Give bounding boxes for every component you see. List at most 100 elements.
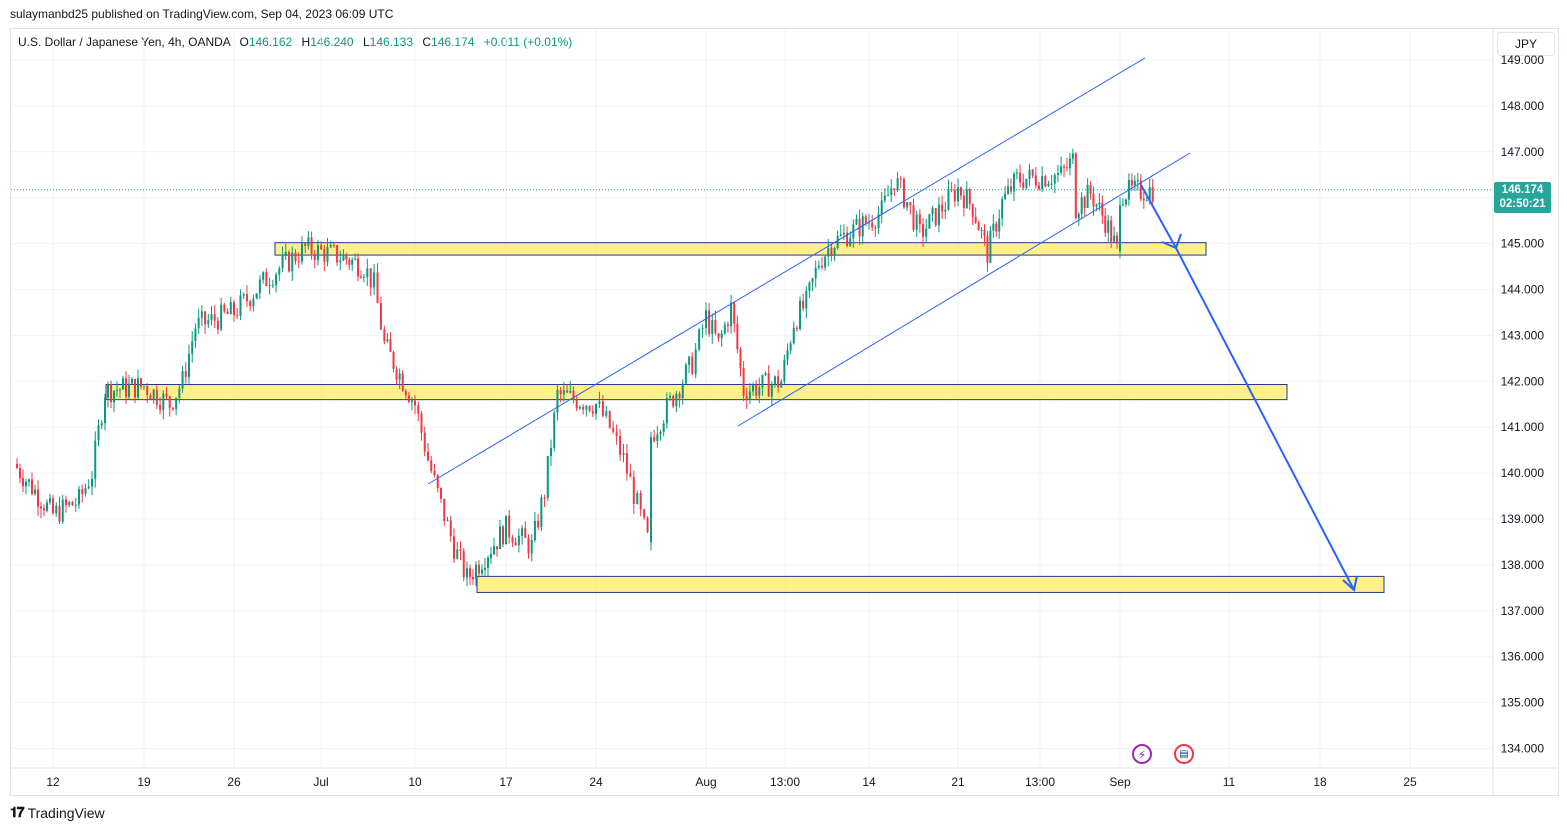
candle-body <box>730 302 733 327</box>
candle-body <box>213 314 216 321</box>
candle-body <box>871 222 874 228</box>
candle-body <box>191 341 194 354</box>
candle-body <box>799 300 802 329</box>
x-tick-label: 10 <box>408 775 422 789</box>
candle-body <box>711 319 714 335</box>
candle-body <box>1130 179 1133 186</box>
candle-body <box>481 569 483 574</box>
open-label: O <box>239 35 249 49</box>
candle-body <box>487 557 489 568</box>
x-tick-label: 13:00 <box>1025 775 1055 789</box>
candle-body <box>595 403 597 414</box>
candle-body <box>68 501 71 505</box>
candle-body <box>22 478 24 487</box>
candle-body <box>643 509 646 518</box>
candle-body <box>430 460 433 471</box>
candle-body <box>989 230 992 263</box>
x-tick-label: 19 <box>137 775 151 789</box>
candle-body <box>553 412 556 448</box>
candle-body <box>362 276 365 278</box>
candle-body <box>207 320 210 325</box>
candle-body <box>672 395 675 407</box>
candle-body <box>383 329 386 342</box>
candle-body <box>659 431 662 435</box>
candle-body <box>119 389 121 391</box>
candle-body <box>745 395 748 400</box>
candle-body <box>937 204 940 226</box>
candle-body <box>236 315 239 317</box>
candle-body <box>249 301 252 307</box>
candle-body <box>805 290 808 309</box>
candle-body <box>320 245 323 250</box>
candle-body <box>814 267 817 279</box>
candle-body <box>373 272 376 288</box>
candle-body <box>906 202 909 208</box>
candle-body <box>40 506 42 509</box>
candle-body <box>155 389 158 405</box>
candle-body <box>612 427 615 432</box>
candle-body <box>1012 173 1015 192</box>
candle-body <box>220 304 223 330</box>
candle-body <box>423 432 426 452</box>
candle-body <box>369 268 372 288</box>
candle-body <box>294 252 297 262</box>
candle-body <box>194 328 197 342</box>
candle-body <box>386 339 389 342</box>
channel-line <box>737 152 1191 427</box>
candle-body <box>226 311 229 315</box>
candle-body <box>1065 167 1068 169</box>
candle-body <box>995 223 998 232</box>
candle-body <box>78 489 80 505</box>
candle-body <box>178 388 181 398</box>
candle-body <box>233 301 235 316</box>
candle-body <box>113 390 115 403</box>
candle-body <box>1080 197 1083 215</box>
projection-line <box>1140 184 1177 249</box>
candle-body <box>974 216 977 223</box>
candle-body <box>726 324 729 327</box>
candle-body <box>887 195 890 197</box>
candle-body <box>605 411 608 416</box>
candle-body <box>210 314 213 321</box>
bar-countdown: 02:50:21 <box>1499 198 1546 210</box>
tradingview-brand[interactable]: 𝟏𝟕 TradingView <box>10 804 105 821</box>
candle-body <box>780 381 783 388</box>
candle-body <box>271 285 274 287</box>
candle-body <box>462 550 465 578</box>
candle-body <box>339 260 342 263</box>
us-flag-icon[interactable]: ▤ <box>1174 744 1194 764</box>
candle-body <box>304 243 307 247</box>
candle-body <box>701 328 704 330</box>
candle-body <box>585 405 588 410</box>
candle-body <box>723 324 726 334</box>
candle-body <box>761 374 764 388</box>
candle-body <box>562 390 565 395</box>
x-tick-label: 18 <box>1313 775 1327 789</box>
candle-body <box>137 378 139 398</box>
candle-body <box>608 411 611 428</box>
candle-body <box>493 546 495 555</box>
currency-button[interactable]: JPY <box>1497 32 1555 56</box>
candle-body <box>559 389 562 395</box>
candle-body <box>909 202 912 206</box>
candle-body <box>575 399 578 409</box>
candle-body <box>316 245 319 260</box>
candle-body <box>34 489 36 494</box>
candle-body <box>874 227 877 229</box>
candle-body <box>868 222 870 224</box>
candle-body <box>543 497 546 499</box>
candle-body <box>149 394 152 400</box>
candle-body <box>1116 235 1119 243</box>
x-tick-label: 25 <box>1403 775 1417 789</box>
candle-body <box>268 285 271 287</box>
candle-body <box>440 487 442 499</box>
candle-body <box>496 546 498 550</box>
candle-body <box>65 499 67 505</box>
candle-body <box>748 391 751 400</box>
lightning-event-icon[interactable]: ⚡ <box>1132 744 1152 764</box>
candle-body <box>1034 175 1037 186</box>
candle-body <box>1139 180 1142 199</box>
last-price-tag: 146.174 02:50:21 <box>1494 182 1551 213</box>
tradingview-logo-icon: 𝟏𝟕 <box>10 804 25 820</box>
